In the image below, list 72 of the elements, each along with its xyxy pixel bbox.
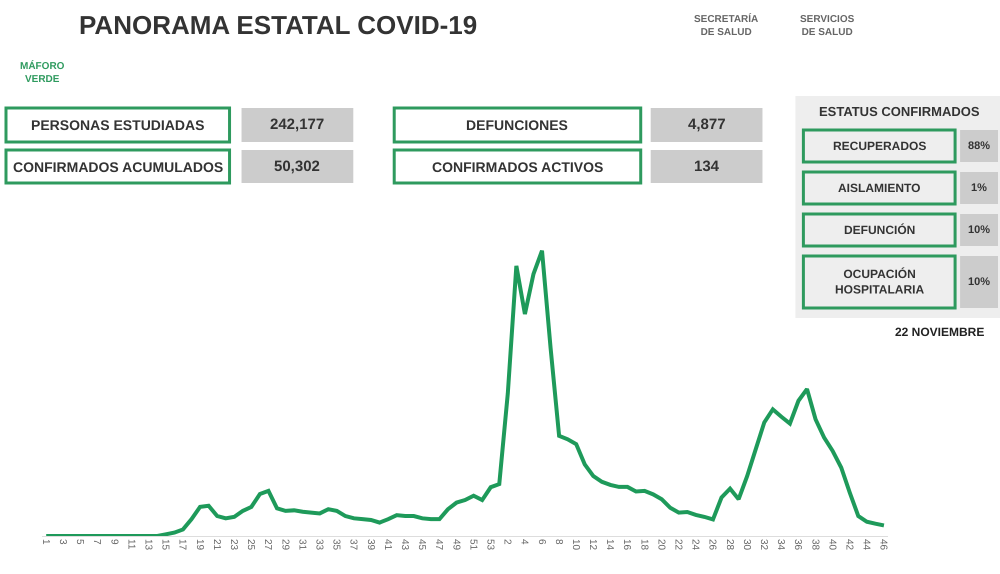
x-tick-label: 31 [296,539,308,551]
text: CONFIRMADOS ACTIVOS [432,159,604,175]
x-tick-label: 46 [878,539,889,551]
x-tick-label: 51 [467,539,478,551]
x-tick-label: 32 [758,539,770,551]
x-tick-label: 27 [262,539,274,551]
text: 22 NOVIEMBRE [895,325,984,339]
text: 10% [968,276,990,288]
text: DEFUNCIÓN [844,223,916,237]
x-tick-label: 30 [740,539,752,551]
x-tick-label: 22 [672,539,684,551]
text: 242,177 [270,116,324,133]
x-tick-label: 37 [348,539,359,551]
x-tick-label: 20 [655,539,666,551]
text: DEFUNCIONES [466,117,568,133]
text: MÁFORO VERDE [20,60,65,85]
x-tick-label: 23 [228,539,240,551]
x-tick-label: 47 [433,539,444,551]
x-tick-label: 49 [450,539,462,551]
x-tick-label: 17 [176,539,188,551]
text: SECRETARÍA DE SALUD [694,13,758,38]
x-tick-label: 53 [484,539,496,551]
x-tick-label: 3 [57,539,68,545]
x-tick-label: 38 [809,539,820,551]
x-tick-label: 9 [108,539,120,545]
x-tick-label: 19 [194,539,205,551]
text: 50,302 [274,158,320,175]
x-tick-label: 26 [706,539,718,551]
x-tick-label: 29 [279,539,290,551]
x-tick-label: 42 [844,539,855,551]
x-tick-label: 35 [330,539,342,551]
x-tick-label: 34 [775,539,786,551]
x-tick-label: 18 [638,539,650,551]
x-tick-label: 12 [587,539,598,551]
x-tick-label: 16 [621,539,632,551]
x-tick-label: 4 [518,539,530,545]
text: 4,877 [688,116,726,133]
text: 1% [971,182,988,194]
x-tick-label: 24 [690,539,701,551]
text: 10% [968,224,990,236]
x-tick-label: 11 [125,539,136,550]
annotation: OCUPACIÓN HOSPITALARIA [835,267,924,297]
x-tick-label: 40 [826,539,838,551]
x-tick-label: 6 [536,539,547,545]
x-tick-label: 14 [604,539,616,551]
x-tick-label: 25 [245,539,256,551]
x-tick-label: 7 [91,539,102,545]
text: CONFIRMADOS ACUMULADOS [13,159,224,175]
x-tick-label: 28 [724,539,735,551]
text: RECUPERADOS [833,139,926,153]
x-tick-label: 36 [792,539,804,551]
x-tick-label: 21 [210,539,222,551]
text: 134 [694,158,720,175]
x-tick-label: 15 [160,539,171,551]
x-tick-label: 45 [416,539,428,551]
x-tick-label: 1 [40,539,51,545]
x-tick-label: 13 [142,539,154,551]
text: PERSONAS ESTUDIADAS [31,117,204,133]
x-tick-label: 33 [314,539,324,551]
x-tick-label: 43 [398,539,410,551]
x-tick-label: 41 [382,539,393,551]
chart-title: PANORAMA ESTATAL COVID-19 [79,10,478,40]
text: 88% [968,140,990,152]
text: SERVICIOS DE SALUD [800,14,855,38]
x-tick-label: 5 [74,539,86,545]
x-tick-label: 44 [860,539,872,551]
text: ESTATUS CONFIRMADOS [819,104,980,119]
x-tick-label: 10 [570,539,581,551]
x-tick-label: 8 [552,539,564,545]
x-tick-label: 39 [364,539,376,551]
x-tick-label: 2 [502,539,513,545]
text: AISLAMIENTO [838,181,920,195]
